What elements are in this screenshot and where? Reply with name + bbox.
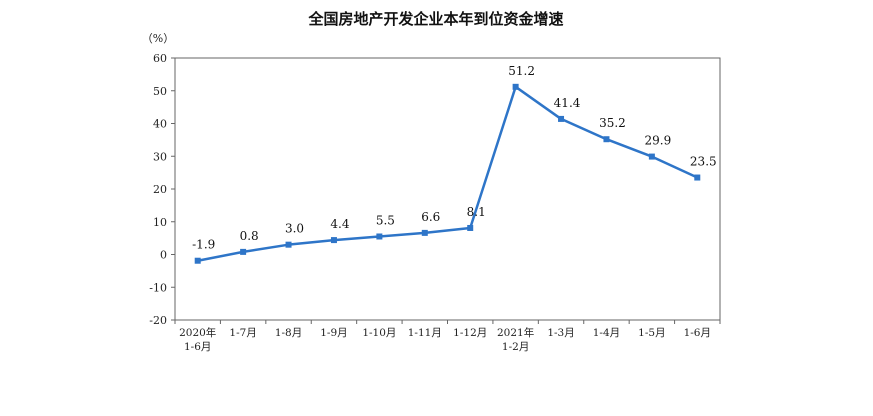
x-tick-label: 1-9月 — [320, 327, 347, 339]
x-tick-label: 1-4月 — [593, 327, 620, 339]
x-tick-label: 1-2月 — [502, 341, 529, 353]
data-label: 4.4 — [330, 217, 349, 231]
chart-title: 全国房地产开发企业本年到位资金增速 — [307, 10, 563, 28]
y-tick-label: 30 — [153, 150, 167, 163]
data-point — [285, 241, 292, 248]
data-point — [421, 229, 428, 236]
series-group — [194, 83, 701, 264]
series-line — [197, 85, 698, 262]
data-point — [558, 115, 565, 122]
data-label: 35.2 — [599, 116, 626, 130]
x-tick-label: 2021年 — [497, 326, 534, 339]
plot-frame — [174, 57, 721, 321]
x-tick-label: 1-5月 — [638, 327, 665, 339]
y-tick-label: 20 — [153, 183, 167, 196]
x-tick-label: 1-11月 — [408, 327, 442, 339]
x-tick-label: 1-10月 — [362, 327, 396, 339]
y-tick-label: -10 — [149, 281, 167, 294]
y-tick-label: 0 — [160, 249, 167, 262]
y-tick-label: 60 — [153, 52, 167, 65]
data-label: 0.8 — [240, 229, 259, 243]
data-labels: -1.9 0.8 3.0 4.4 5.5 6.6 8.1 51.2 41.4 35.2 29.9 23… — [192, 64, 717, 252]
data-label: 23.5 — [690, 155, 717, 169]
y-axis: -20 -10 0 10 20 30 40 50 60 — [149, 52, 175, 327]
x-tick-label: 1-6月 — [684, 327, 711, 339]
data-label: -1.9 — [192, 238, 215, 252]
data-label: 51.2 — [508, 64, 535, 78]
data-point — [648, 153, 655, 160]
data-label: 6.6 — [421, 210, 440, 224]
x-tick-label: 1-7月 — [229, 327, 256, 339]
y-tick-label: -20 — [149, 314, 167, 327]
y-tick-label: 40 — [153, 118, 167, 131]
data-point — [694, 174, 701, 181]
data-label: 8.1 — [467, 205, 486, 219]
data-point — [467, 224, 474, 231]
data-point — [512, 83, 519, 90]
y-tick-label: 50 — [153, 85, 167, 98]
y-tick-label: 10 — [153, 216, 167, 229]
x-axis: 2020年 1-6月 1-7月 1-8月 1-9月 1-10月 1-11月 1-12月 2021… — [174, 320, 721, 353]
data-point — [330, 237, 337, 244]
data-label: 41.4 — [554, 96, 581, 110]
y-axis-unit: （%） — [142, 32, 174, 45]
data-point — [194, 257, 201, 264]
data-label: 3.0 — [285, 222, 304, 236]
x-tick-label: 1-12月 — [453, 327, 487, 339]
data-label: 29.9 — [645, 134, 672, 148]
data-point — [603, 136, 610, 143]
x-tick-label: 1-3月 — [547, 327, 574, 339]
x-tick-label: 1-8月 — [275, 327, 302, 339]
data-point — [240, 248, 247, 255]
data-label: 5.5 — [376, 213, 395, 227]
x-tick-label: 2020年 — [179, 326, 216, 339]
x-tick-label: 1-6月 — [184, 341, 211, 353]
data-point — [376, 233, 383, 240]
